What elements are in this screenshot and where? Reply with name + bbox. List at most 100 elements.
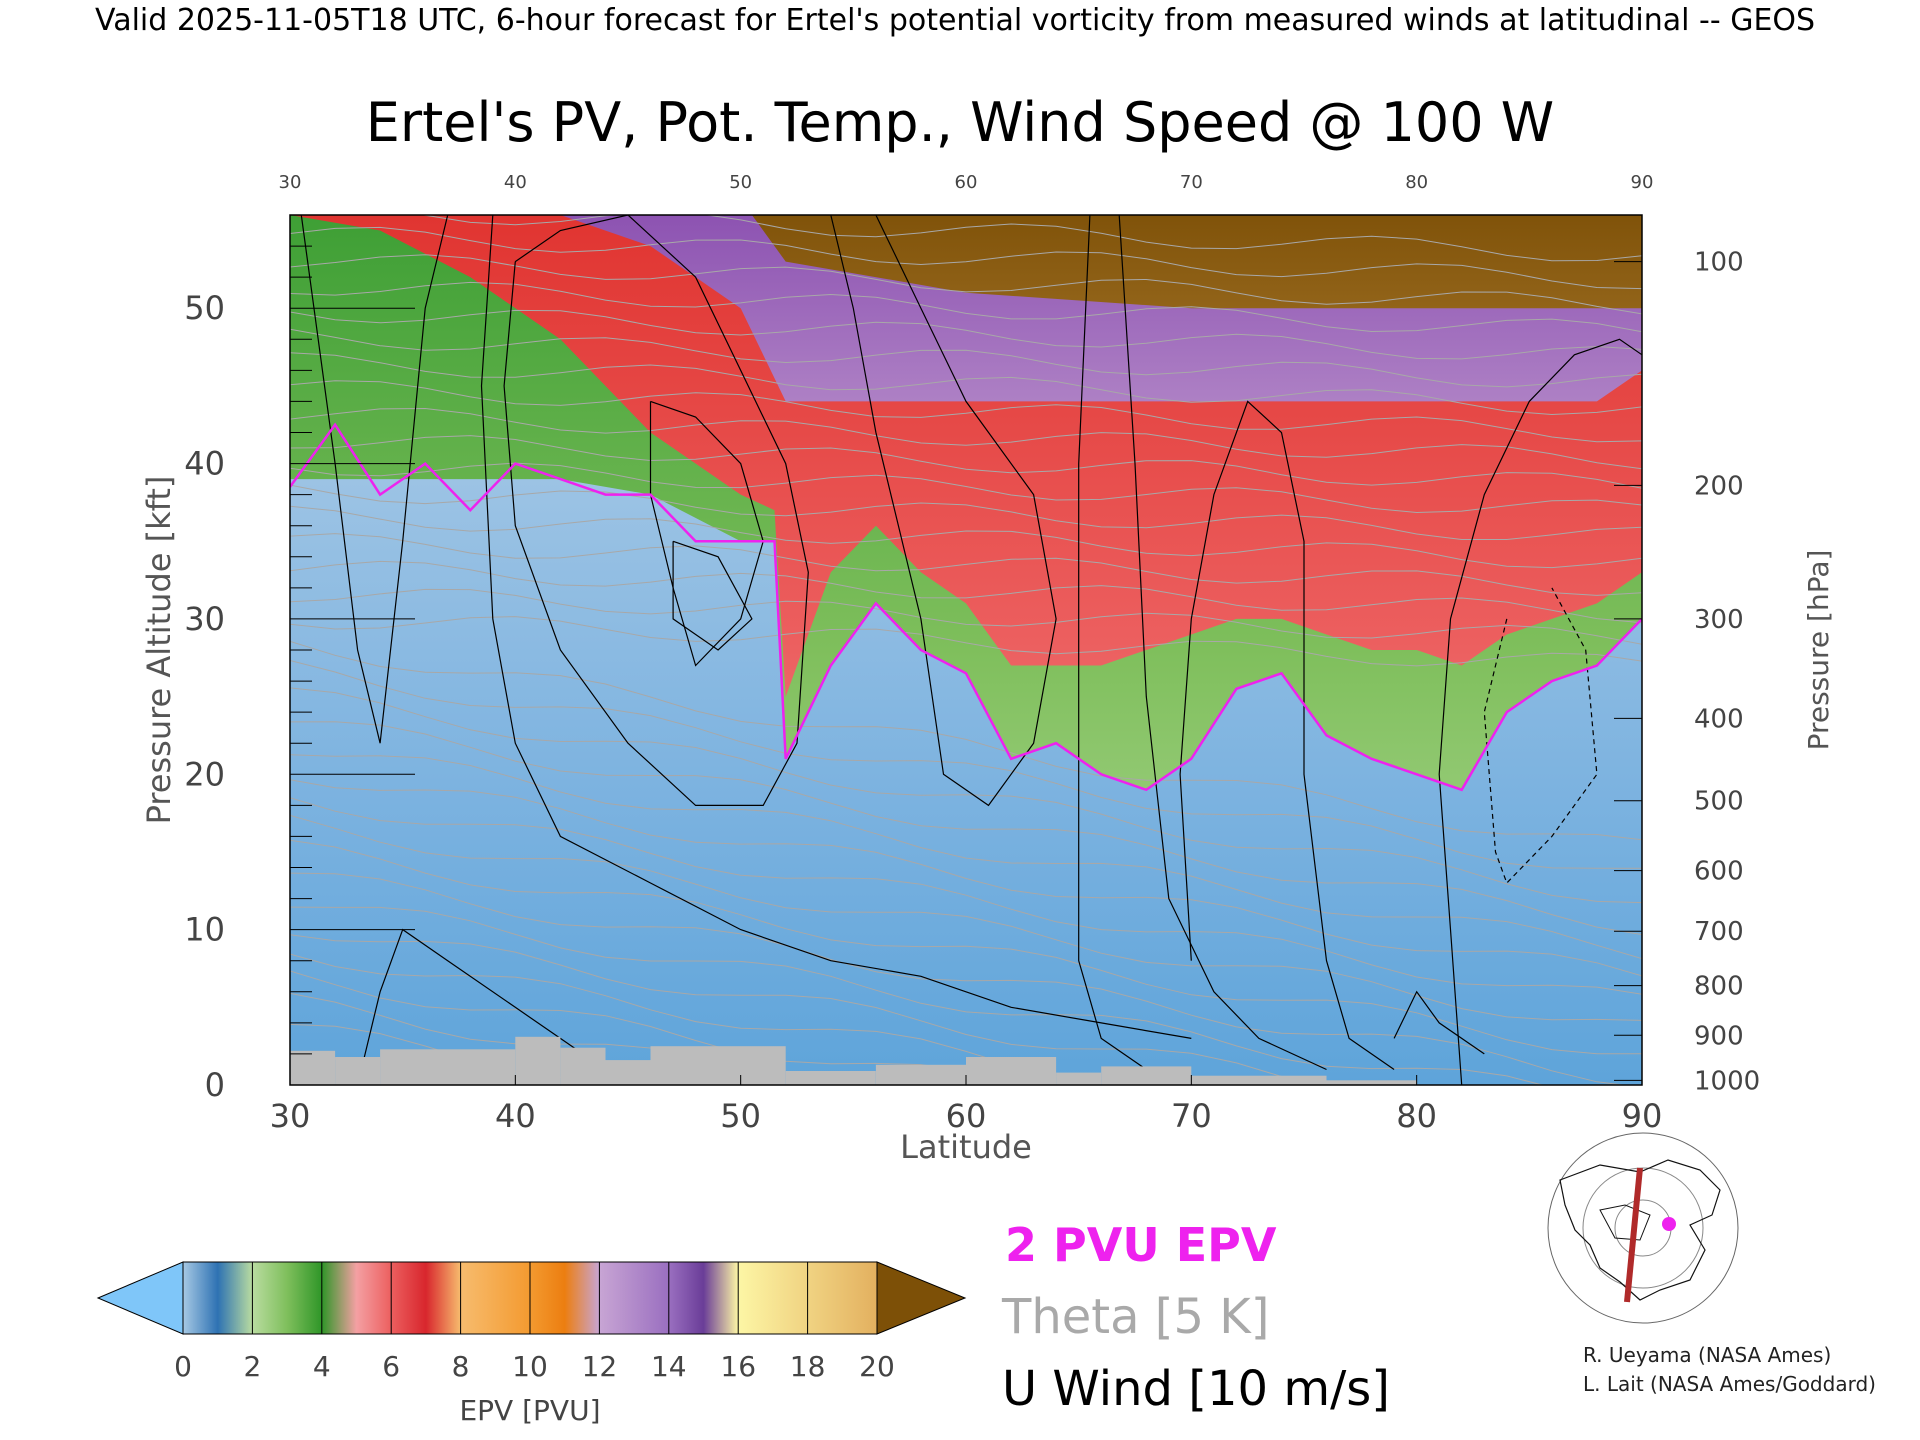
terrain-block [785,1071,876,1085]
theta-contour [290,588,1642,645]
u-wind-contour [1483,587,1598,885]
locator-map-coastline [1559,1159,1721,1301]
theta-contour [290,814,1642,1021]
theta-contour [290,754,1642,960]
terrain-block [560,1047,606,1085]
u-wind-contour [1179,400,1395,1070]
theta-contour [290,616,1642,667]
pressure-tick-label: 700 [1694,917,1744,947]
colorbar-tick-label: 16 [720,1350,756,1383]
u-wind-contour [672,540,753,651]
x-tick-label: 60 [946,1097,987,1135]
u-wind-contour [503,215,809,806]
u-wind-contour [480,215,1192,1039]
locator-map-globe [1547,1132,1739,1324]
terrain-block [966,1057,1057,1085]
terrain-block [1191,1075,1327,1085]
theta-contour [290,484,1642,540]
u-wind-contour [1393,990,1485,1055]
terrain-block [335,1057,381,1085]
top-tick-label: 50 [729,172,752,193]
theta-contour [290,934,1312,1085]
theta-contour [290,309,1642,360]
x-tick-label: 30 [270,1097,311,1135]
u-wind-contour [649,400,764,667]
top-tick-label: 80 [1405,172,1428,193]
colorbar-under-triangle [96,1261,184,1335]
pressure-tick-label: 1000 [1694,1066,1760,1096]
colorbar-label: EPV [PVU] [459,1394,600,1427]
theta-contour [290,872,1628,1085]
top-tick-label: 90 [1631,172,1654,193]
locator-map-marker [1662,1217,1676,1231]
theta-contour [290,953,1232,1085]
theta-contour [290,839,1642,1055]
legend-theta: Theta [5 K] [1001,1289,1270,1345]
theta-contour [290,533,1642,596]
terrain-block [875,1064,966,1085]
plot-area [290,215,1642,1085]
pressure-tick-label: 500 [1694,787,1744,817]
pressure-tick-label: 300 [1694,605,1744,635]
x-tick-label: 70 [1171,1097,1212,1135]
y-axis-label-left: Pressure Altitude [kft] [140,476,178,825]
terrain-block [515,1036,561,1085]
theta-contour [290,435,1642,489]
legend-u-wind: U Wind [10 m/s] [1002,1361,1390,1417]
colorbar: 0 2 4 6 8 10 12 14 16 18 20 EPV [PVU] [96,1261,967,1427]
terrain-block [605,1060,651,1085]
colorbar-tick-label: 14 [651,1350,687,1383]
colorbar-tick-label: 8 [452,1350,470,1383]
theta-contour [290,380,1642,443]
theta-contour [290,226,1642,290]
top-tick-label: 60 [955,172,978,193]
u-wind-contour [830,215,1057,807]
locator-map [1545,1132,1741,1324]
y-axis-label-right: Pressure [hPa] [1802,550,1835,751]
u-wind-contour [1078,215,1147,1070]
y-tick-label: 20 [184,755,225,793]
y-tick-label: 10 [184,911,225,949]
colorbar-tick-label: 6 [382,1350,400,1383]
top-tick-label: 40 [504,172,527,193]
colorbar-tick-label: 18 [790,1350,826,1383]
credit-line-2: L. Lait (NASA Ames/Goddard) [1583,1372,1876,1396]
top-tick-label: 30 [279,172,302,193]
pressure-tick-label: 600 [1694,857,1744,887]
u-wind-contour [357,928,584,1085]
valid-time-header: Valid 2025-11-05T18 UTC, 6-hour forecast… [95,3,1815,38]
y-tick-label: 50 [184,289,225,327]
u-wind-contour [1438,338,1642,1085]
x-tick-label: 40 [495,1097,536,1135]
colorbar-tick-label: 2 [243,1350,261,1383]
y-tick-label: 30 [184,600,225,638]
theta-contour [290,779,1642,977]
theta-contour [290,797,1642,995]
theta-contour [290,505,1642,569]
theta-contour [290,906,1545,1085]
theta-contour [290,407,1642,470]
theta-contour [421,215,1642,262]
chart-title: Ertel's PV, Pot. Temp., Wind Speed @ 100… [366,91,1554,154]
terrain-block [380,1049,516,1085]
x-tick-label: 80 [1396,1097,1437,1135]
terrain-block [290,1050,336,1085]
colorbar-over-triangle [876,1261,967,1335]
colorbar-tick-label: 12 [582,1350,618,1383]
x-axis-label: Latitude [900,1128,1032,1166]
terrain-block [650,1046,786,1085]
credit-line-1: R. Ueyama (NASA Ames) [1583,1343,1831,1367]
y-tick-label: 40 [184,445,225,483]
tropopause-2pvu-line [290,422,1642,792]
top-tick-label: 70 [1180,172,1203,193]
colorbar-tick-label: 0 [174,1350,192,1383]
pressure-tick-label: 900 [1694,1021,1744,1051]
colorbar-tick-label: 4 [313,1350,331,1383]
pressure-tick-label: 400 [1694,704,1744,734]
theta-contour [290,640,1642,841]
colorbar-tick-label: 20 [859,1350,895,1383]
terrain-block [1056,1072,1102,1085]
y-tick-label: 0 [205,1066,225,1104]
theta-contour [290,660,1642,869]
